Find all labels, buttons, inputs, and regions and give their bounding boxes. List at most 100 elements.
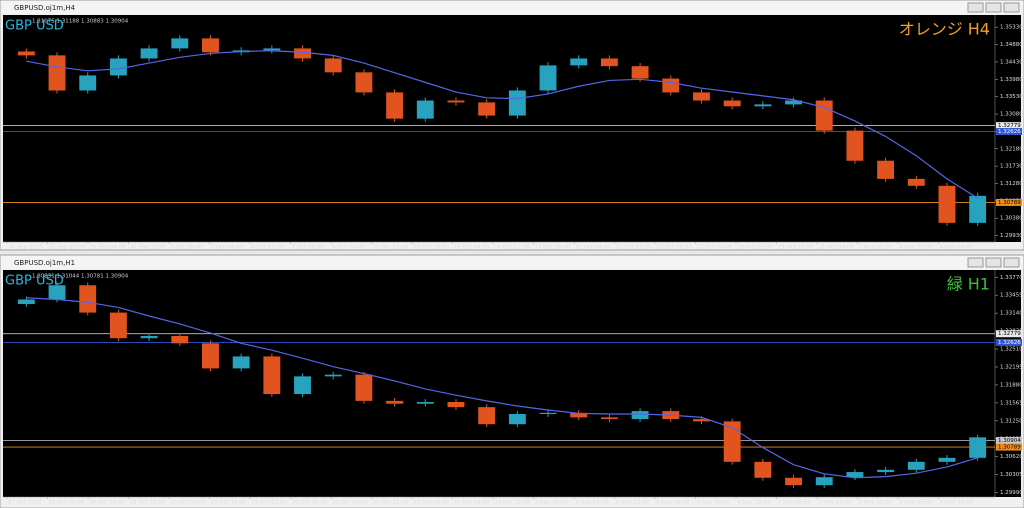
plot-area [3,270,1021,497]
y-tick-label: 1.34430 [1000,59,1023,65]
x-tick-label: 25 Sep 20:00 [49,245,86,251]
y-tick-label: 1.35330 [1000,25,1023,31]
candle-body [570,412,588,418]
ohlc-info: 1.30831 1.31044 1.30781 1.30904 [32,274,129,280]
y-tick-label: 1.32180 [1000,146,1023,152]
title-bar [1,256,1023,269]
price-tag-label: 1.32626 [998,129,1021,135]
candle-body [202,343,219,369]
x-tick-label: 5 Nov 14:00 [818,500,852,506]
candle-body [386,92,404,119]
window-title: GBPUSD.oj1m,H4 [14,4,76,12]
y-tick-label: 1.29990 [1000,490,1023,496]
price-tag-label: 1.30904 [998,438,1021,444]
x-tick-label: 31 Oct 04:00 [818,245,854,251]
x-tick-label: 27 Oct 04:00 [697,245,733,251]
x-tick-label: 10 Oct 12:00 [373,245,409,251]
candle-body [907,461,925,470]
candle-body [324,58,342,73]
candle-body [754,461,772,478]
x-tick-label: 9 Oct 04:00 [332,245,365,251]
candle-body [969,195,987,223]
candle-body [263,356,281,395]
x-tick-label: 13 Oct 20:00 [413,245,449,251]
candle-body [294,376,311,395]
moving-average [26,50,978,199]
y-tick-label: 1.31280 [1000,181,1023,187]
x-tick-label: 31 Oct 22:00 [494,500,530,506]
price-tag-label: 1.32779 [998,123,1021,129]
candle-body [600,417,618,420]
window-button[interactable] [1003,257,1020,268]
candle-body [478,407,496,425]
candle-body [17,299,35,305]
x-tick-label: 29 Oct 06:00 [170,500,206,506]
x-tick-label: 3 Nov 22:00 [616,500,650,506]
x-tick-label: 7 Oct 20:00 [292,245,325,251]
window-button[interactable] [967,257,984,268]
ohlc-info: 1.31075 1.31188 1.30883 1.30904 [32,19,129,25]
x-tick-label: 6 Oct 12:00 [251,245,284,251]
price-tag-label: 1.30789 [998,445,1021,451]
candle-body [539,65,557,91]
y-tick-label: 1.31565 [1000,400,1023,406]
candle-body [815,100,833,131]
candle-body [79,75,97,91]
candle-body [938,185,956,223]
candle-body [447,100,465,103]
annotation: 緑 H1 [947,275,990,294]
candle-body [355,72,373,93]
symbol-title: GBP USD [5,19,64,34]
candle-body [846,130,864,161]
plot-area [3,15,1021,242]
x-tick-label: 5 Nov 06:00 [778,500,812,506]
x-tick-label: 3 Nov 12:00 [859,245,893,251]
price-tag-label: 1.32626 [998,340,1021,346]
window-button[interactable] [985,257,1002,268]
window-button[interactable] [967,2,984,13]
candle-body [539,412,557,414]
candle-body [294,48,311,59]
x-tick-label: 6 Nov 06:00 [899,500,933,506]
candle-body [662,78,680,93]
candle-body [631,411,649,420]
x-tick-label: 29 Oct 14:00 [211,500,247,506]
chart-window: GBPUSD.oj1m,H4 1.35330 1.34880 1.34430 1.339… [0,0,1024,251]
moving-average [26,297,978,479]
price-tag [996,122,1022,130]
candle-body [232,356,250,369]
candle-body [140,335,158,339]
window-button[interactable] [1003,2,1020,13]
x-tick-label: 28 Oct 06:00 [49,500,85,506]
price-tag [996,128,1022,136]
y-tick-label: 1.33980 [1000,77,1023,83]
x-tick-label: 30 Oct 22:00 [373,500,409,506]
candle-body [754,104,772,107]
price-tag-label: 1.32779 [998,331,1021,337]
candle-body [723,421,741,462]
candle-body [723,100,741,107]
x-tick-label: 29 Oct 20:00 [778,245,814,251]
candle-body [570,58,588,66]
y-tick-label: 1.29930 [1000,233,1023,239]
x-tick-label: 15 Oct 04:00 [454,245,490,251]
x-tick-label: 17 Oct 20:00 [535,245,571,251]
x-tick-label: 29 Oct 22:00 [251,500,287,506]
y-tick-label: 1.32195 [1000,364,1023,370]
x-tick-label: 5 Nov 22:00 [859,500,893,506]
candle-body [508,90,526,116]
x-tick-label: 28 Oct 22:00 [130,500,166,506]
x-tick-label: 4 Nov 06:00 [656,500,690,506]
price-tag [996,443,1022,451]
y-tick-label: 1.31880 [1000,382,1023,388]
x-tick-label: 4 Nov 14:00 [697,500,731,506]
candle-body [416,100,434,119]
window-button[interactable] [985,2,1002,13]
candle-body [171,335,189,344]
title-bar [1,1,1023,14]
candle-body [478,102,496,116]
symbol-title: GBP USD [5,274,64,289]
price-tag [996,338,1022,346]
y-tick-label: 1.31730 [1000,164,1023,170]
